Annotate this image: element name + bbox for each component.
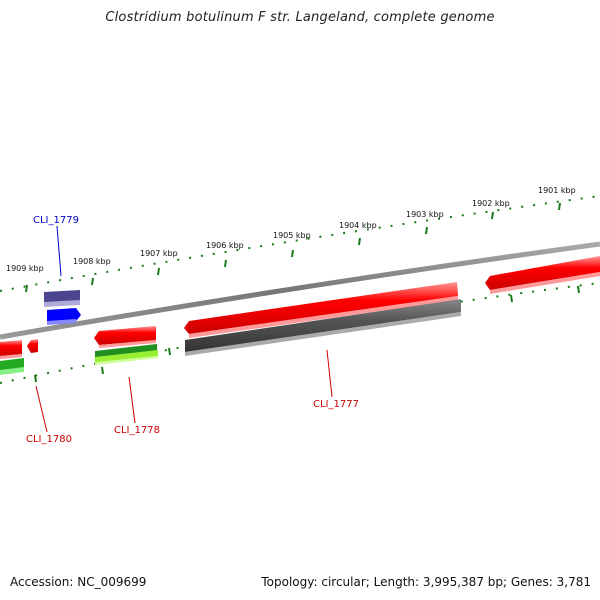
scale-label-1902: 1902 kbp xyxy=(472,199,510,208)
cog-cli-1779 xyxy=(44,290,80,307)
scale-label-1907: 1907 kbp xyxy=(140,249,178,258)
scale-label-1904: 1904 kbp xyxy=(339,221,377,230)
scale-labels: 1901 kbp 1902 kbp 1903 kbp 1904 kbp 1905… xyxy=(6,186,576,273)
gene-label-cli-1778: CLI_1778 xyxy=(114,425,160,436)
scale-label-1906: 1906 kbp xyxy=(206,241,244,250)
scale-label-1908: 1908 kbp xyxy=(73,257,111,266)
cds-cli-1779 xyxy=(47,308,81,325)
cds-cli-1777 xyxy=(184,282,458,338)
cds-forward-right xyxy=(485,256,600,294)
accession-text: Accession: NC_009699 xyxy=(10,575,147,589)
genome-stats-text: Topology: circular; Length: 3,995,387 bp… xyxy=(261,575,591,589)
gene-label-cli-1780: CLI_1780 xyxy=(26,434,72,445)
backbone-ring xyxy=(0,241,600,340)
gene-label-cli-1777: CLI_1777 xyxy=(313,399,359,410)
inner-ruler xyxy=(0,282,600,384)
cog-cli-1778 xyxy=(95,344,158,365)
scale-label-1901: 1901 kbp xyxy=(538,186,576,195)
scale-label-1903: 1903 kbp xyxy=(406,210,444,219)
scale-label-1909: 1909 kbp xyxy=(6,264,44,273)
cds-cli-1780 xyxy=(27,339,38,353)
cds-cli-1778 xyxy=(94,326,156,348)
outer-major-ticks xyxy=(25,202,561,293)
cog-left-edge xyxy=(0,358,24,375)
map-title: Clostridium botulinum F str. Langeland, … xyxy=(105,10,495,25)
gene-label-cli-1779: CLI_1779 xyxy=(33,215,79,226)
cog-cli-1777 xyxy=(185,299,461,356)
label-leaders xyxy=(35,225,333,433)
cds-left-edge xyxy=(0,340,22,359)
scale-label-1905: 1905 kbp xyxy=(273,231,311,240)
